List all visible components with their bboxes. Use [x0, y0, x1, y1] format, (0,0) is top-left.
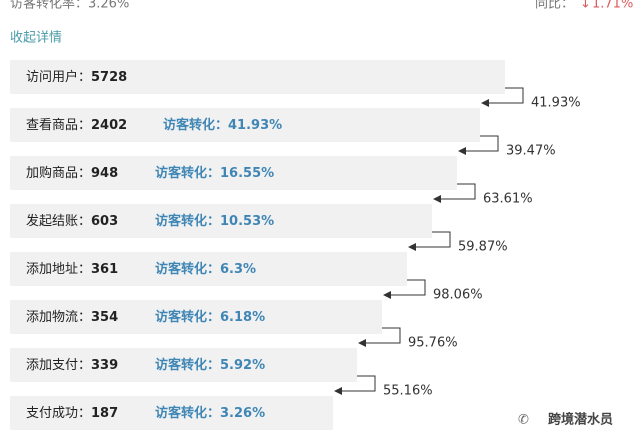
step-label: 添加地址：361 [26, 262, 118, 277]
funnel-bar [10, 204, 432, 238]
step-rate: 55.16% [383, 384, 433, 399]
conversion-value: 6.3% [220, 262, 256, 277]
funnel-bar [10, 108, 480, 142]
step-rate: 95.76% [408, 336, 458, 351]
step-count: 603 [91, 214, 118, 229]
conversion-label: 访客转化： [163, 117, 228, 133]
step-name: 添加支付： [26, 358, 91, 373]
step-conversion: 访客转化：6.18% [155, 309, 265, 325]
funnel-bar [10, 252, 407, 286]
step-conversion: 访客转化：5.92% [155, 357, 265, 373]
step-label: 查看商品：2402 [26, 117, 127, 133]
step-connector [458, 135, 499, 155]
step-rate: 41.93% [531, 96, 581, 111]
step-conversion: 访客转化：41.93% [163, 117, 282, 133]
step-name: 查看商品： [26, 117, 91, 133]
conversion-value: 16.55% [220, 166, 274, 181]
step-name: 加购商品： [26, 165, 91, 181]
conversion-value: 10.53% [220, 214, 274, 229]
step-label: 访问用户：5728 [26, 69, 127, 85]
conversion-label: 访客转化： [155, 309, 220, 325]
step-rate: 59.87% [458, 240, 508, 255]
conversion-label: 访客转化： [155, 213, 220, 229]
step-rate: 98.06% [433, 288, 483, 303]
funnel-bar [10, 60, 505, 94]
step-name: 添加地址： [26, 262, 91, 277]
conversion-value: 41.93% [228, 118, 282, 133]
step-connector [408, 231, 451, 251]
step-name: 发起结账： [26, 213, 91, 229]
step-count: 948 [91, 166, 118, 181]
header-yoy-arrow: ↓ [580, 0, 591, 12]
funnel-bar [10, 156, 457, 190]
step-count: 2402 [91, 118, 127, 133]
step-label: 添加支付：339 [26, 358, 118, 373]
watermark: 跨境潜水员 [548, 412, 613, 428]
step-label: 发起结账：603 [26, 213, 118, 229]
step-label: 支付成功：187 [26, 406, 118, 421]
step-count: 361 [91, 262, 118, 277]
conversion-label: 访客转化： [155, 261, 220, 277]
step-conversion: 访客转化：3.26% [155, 405, 265, 421]
step-name: 支付成功： [26, 406, 91, 421]
step-connector [358, 327, 401, 347]
step-count: 5728 [91, 70, 127, 85]
step-conversion: 访客转化：16.55% [155, 165, 274, 181]
funnel-bar [10, 348, 357, 382]
conversion-label: 访客转化： [155, 165, 220, 181]
step-count: 339 [91, 358, 118, 373]
funnel-bar [10, 300, 382, 334]
step-connector [433, 183, 476, 203]
conversion-value: 5.92% [220, 358, 265, 373]
step-connector [383, 279, 426, 299]
toggle-details[interactable]: 收起详情 [10, 31, 62, 46]
watermark-icon: ✆ [518, 413, 529, 428]
step-rate: 63.61% [483, 192, 533, 207]
step-connector [334, 375, 376, 395]
step-connector [481, 87, 524, 107]
conversion-value: 3.26% [220, 406, 265, 421]
step-label: 加购商品：948 [26, 165, 118, 181]
conversion-label: 访客转化： [155, 357, 220, 373]
funnel-bar [10, 396, 333, 430]
step-conversion: 访客转化：10.53% [155, 213, 274, 229]
conversion-value: 6.18% [220, 310, 265, 325]
header-conversion: 访客转化率：3.26% [10, 0, 129, 12]
conversion-label: 访客转化： [155, 405, 220, 421]
step-conversion: 访客转化：6.3% [155, 261, 256, 277]
step-count: 354 [91, 310, 118, 325]
step-name: 添加物流： [26, 310, 91, 325]
step-count: 187 [91, 406, 118, 421]
step-rate: 39.47% [506, 144, 556, 159]
header-yoy: 同比： [535, 0, 574, 12]
header-yoy-value: 1.71% [592, 0, 633, 12]
step-name: 访问用户： [26, 69, 91, 85]
step-label: 添加物流：354 [26, 310, 118, 325]
